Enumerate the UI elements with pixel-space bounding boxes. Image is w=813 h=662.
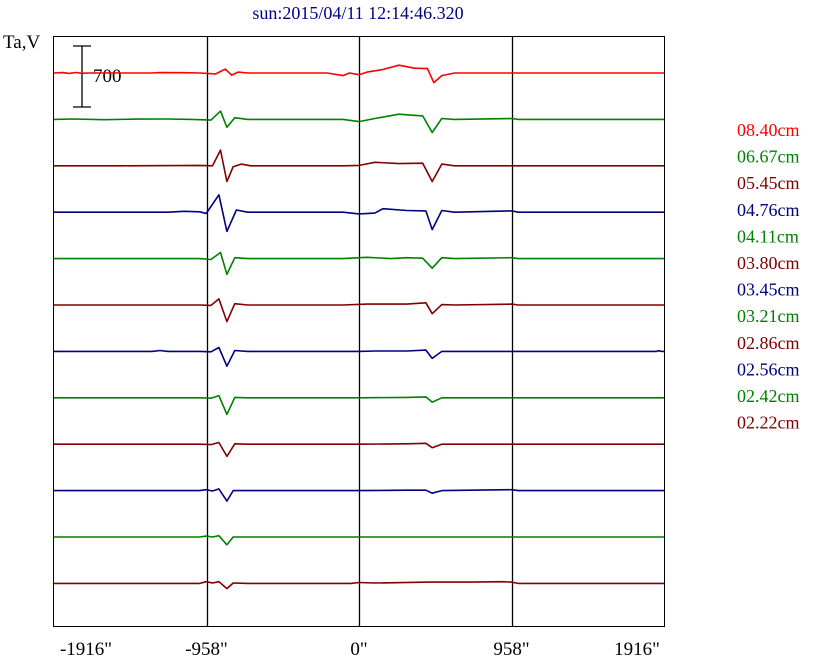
grid-lines: [206, 37, 514, 626]
legend-entry: 03.21cm: [737, 306, 800, 326]
series-line-03.21cm: [54, 394, 664, 416]
legend-entry: 03.80cm: [737, 253, 800, 273]
series-line-06.67cm: [53, 110, 664, 134]
legend-entry: 08.40cm: [737, 120, 800, 140]
x-tick-label: -958": [185, 639, 228, 660]
legend-entry: 02.56cm: [737, 359, 800, 379]
series-line-05.45cm: [54, 149, 664, 183]
legend-entry: 06.67cm: [737, 147, 800, 167]
chart-title: sun:2015/04/11 12:14:46.320: [252, 3, 463, 23]
series-line-02.22cm: [54, 580, 664, 590]
legend-entry: 05.45cm: [737, 173, 800, 193]
legend-entry: 02.22cm: [737, 413, 800, 433]
legend-entry: 04.11cm: [737, 226, 799, 246]
x-tick-label: 958": [493, 639, 529, 660]
legend: 08.40cm 06.67cm 05.45cm 04.76cm 04.11cm 03.80…: [737, 120, 800, 433]
series-line-08.40cm: [53, 64, 664, 84]
series-line-03.80cm: [54, 298, 664, 323]
x-tick-label: 1916": [614, 639, 660, 660]
legend-entry: 02.86cm: [737, 333, 800, 353]
x-tick-labels: -1916" -958" 0" 958" 1916": [60, 639, 660, 660]
scale-bar: 700: [73, 45, 122, 108]
series-line-02.86cm: [54, 441, 664, 458]
x-tick-label: -1916": [60, 639, 112, 660]
legend-entry: 02.42cm: [737, 386, 800, 406]
plot-frame: [53, 36, 665, 627]
x-tick-label: 0": [350, 639, 367, 660]
series-line-02.56cm: [54, 488, 664, 502]
series-line-03.45cm: [54, 346, 664, 368]
series-line-04.76cm: [54, 194, 664, 233]
series-line-04.11cm: [54, 251, 664, 276]
series-line-02.42cm: [54, 534, 664, 546]
y-axis-label: Ta,V: [3, 32, 40, 53]
legend-entry: 04.76cm: [737, 200, 800, 220]
scale-bar-label: 700: [93, 66, 122, 87]
series-layer: [53, 64, 664, 590]
legend-entry: 03.45cm: [737, 280, 800, 300]
